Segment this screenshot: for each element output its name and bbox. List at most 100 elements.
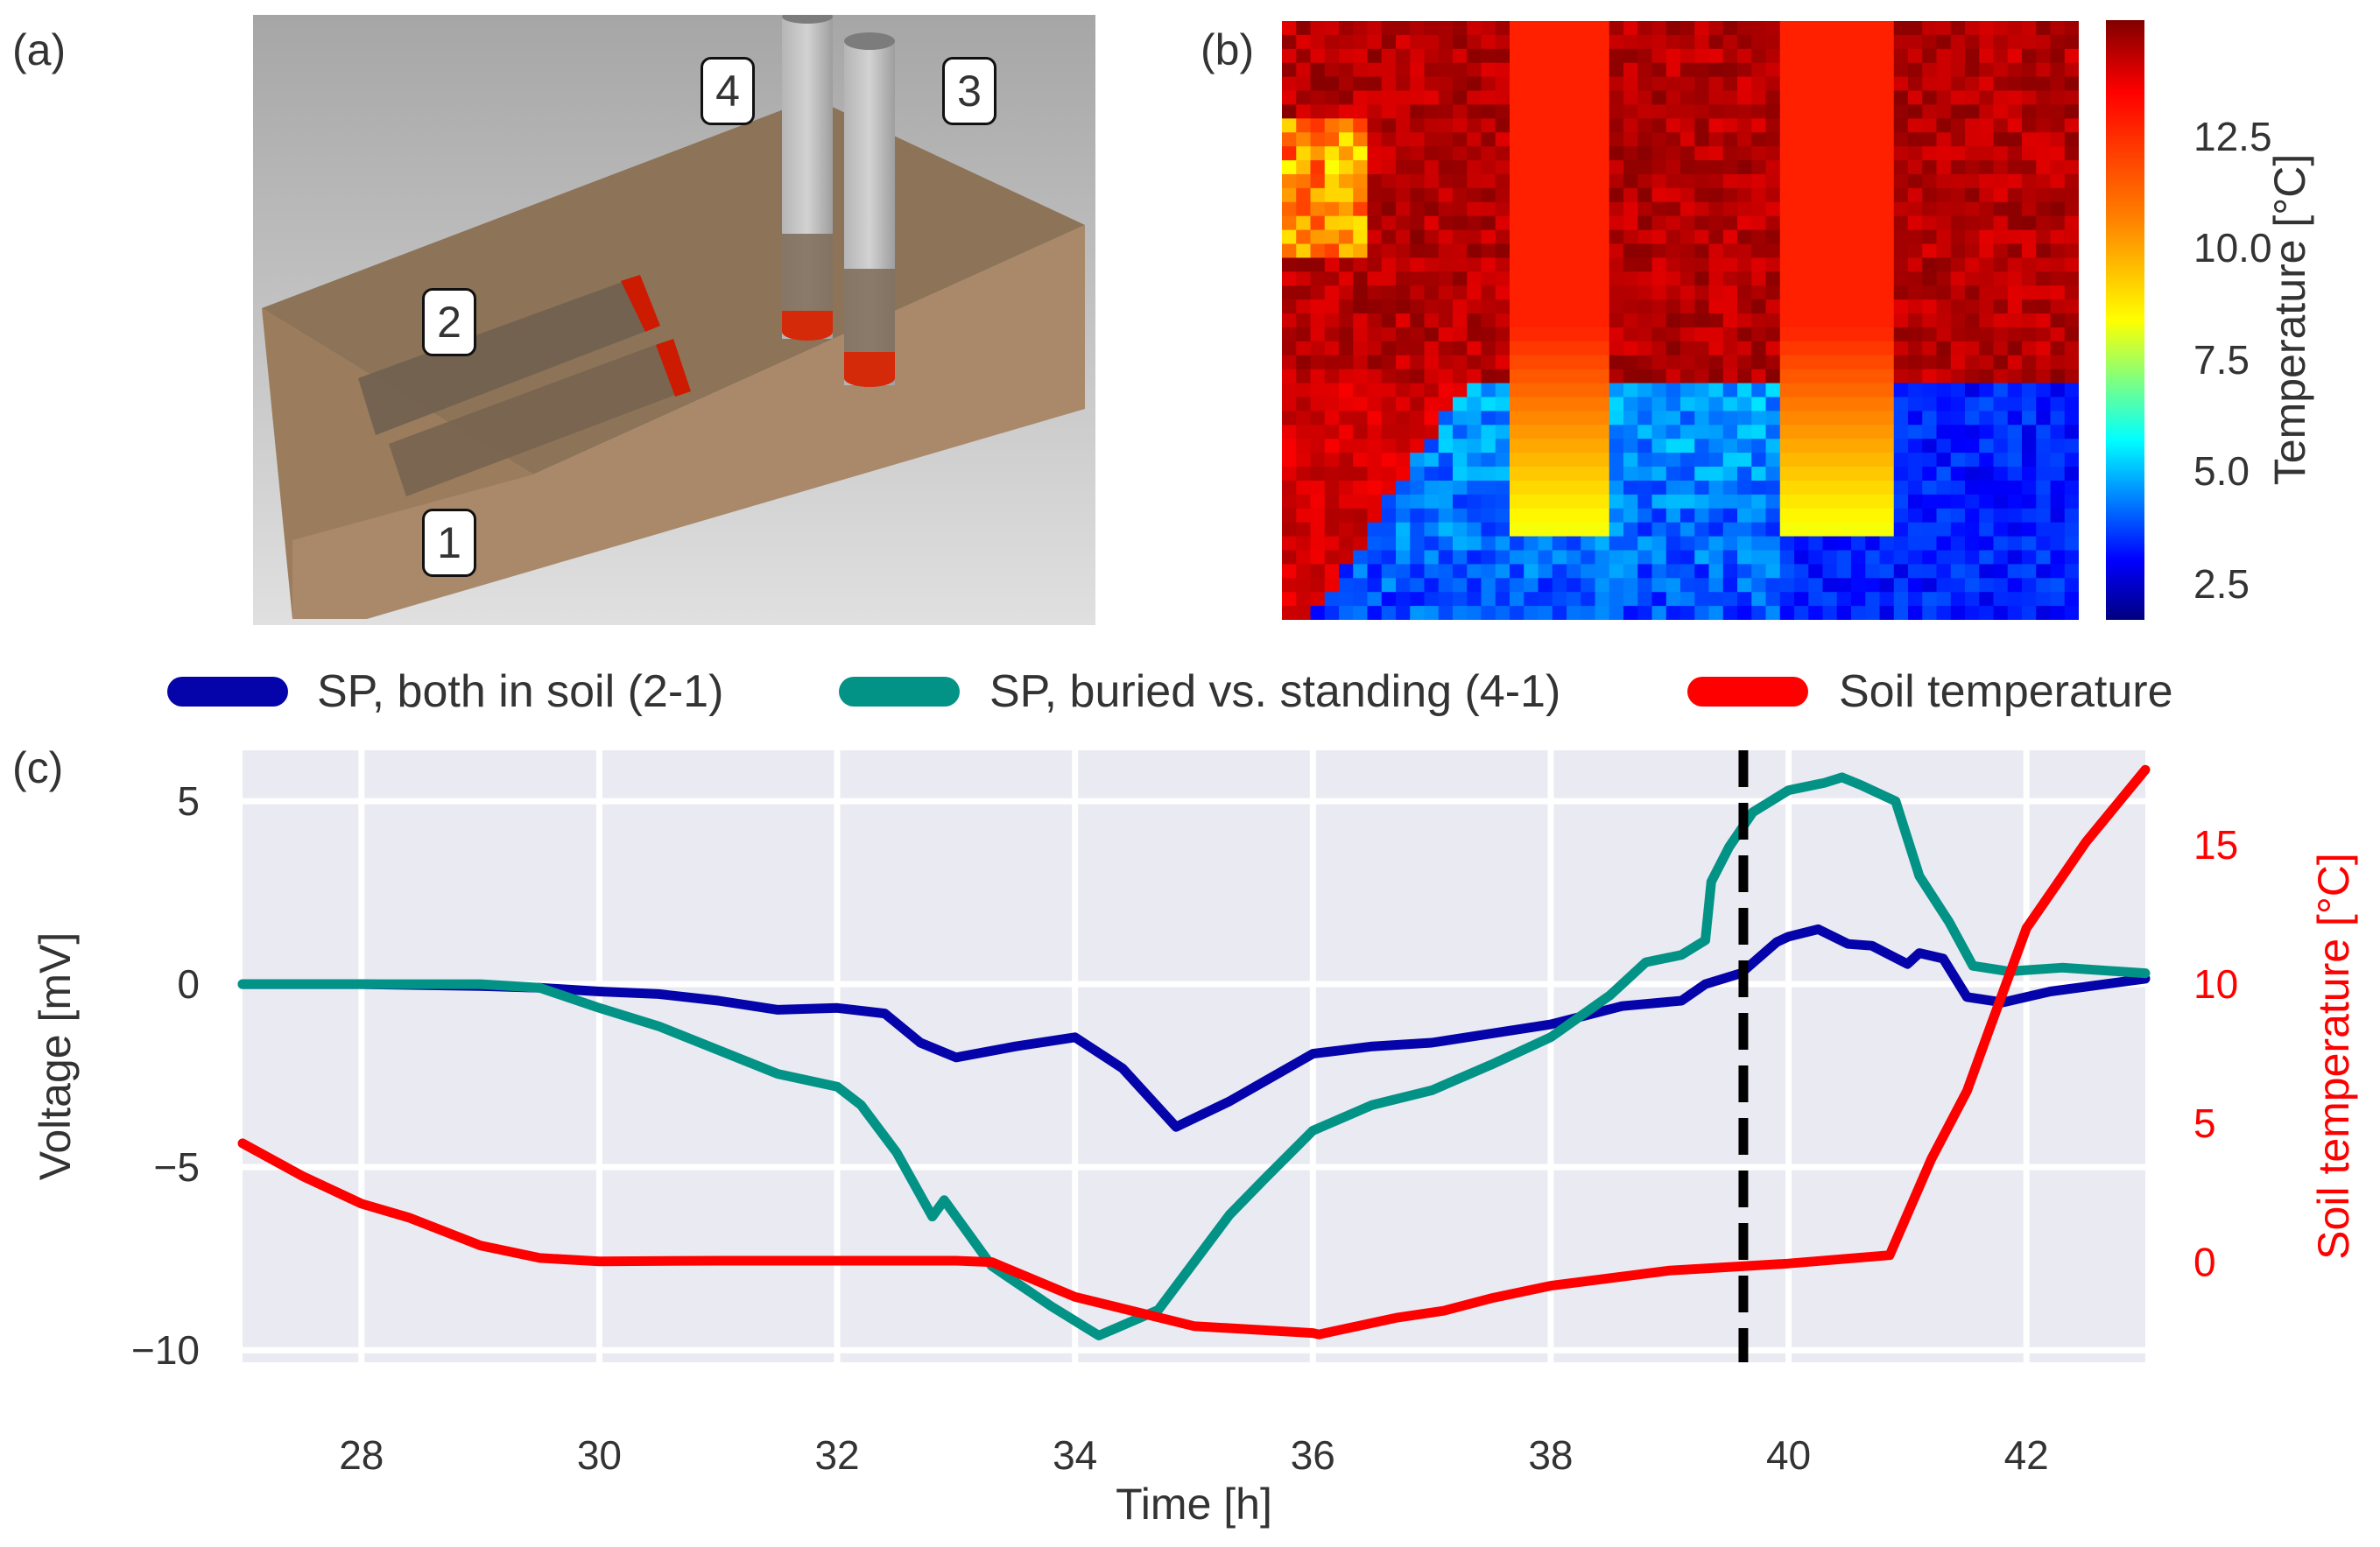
heatmap-cell: [1567, 229, 1581, 245]
heatmap-cell: [1851, 564, 1866, 579]
heatmap-cell: [1595, 160, 1610, 175]
heatmap-cell: [1567, 160, 1581, 175]
colorbar-tick: 12.5: [2193, 114, 2272, 159]
heatmap-cell: [1282, 215, 1297, 231]
heatmap-cell: [1822, 104, 1838, 119]
heatmap-cell: [1510, 592, 1524, 607]
heatmap-cell: [1779, 425, 1795, 439]
heatmap-cell: [1722, 355, 1738, 370]
heatmap-cell: [1993, 187, 2009, 203]
heatmap-cell: [1510, 578, 1524, 593]
heatmap-cell: [1979, 369, 1995, 384]
heatmap-cell: [1453, 285, 1468, 300]
heatmap-cell: [1481, 578, 1496, 593]
heatmap-cell: [1694, 62, 1710, 78]
heatmap-cell: [1893, 522, 1909, 538]
heatmap-cell: [1893, 341, 1909, 356]
heatmap-cell: [1822, 173, 1838, 189]
heatmap-cell: [1438, 341, 1454, 356]
heatmap-cell: [1950, 201, 1966, 217]
heatmap-cell: [1367, 578, 1383, 593]
heatmap-cell: [1979, 104, 1995, 119]
heatmap-cell: [2050, 467, 2066, 482]
heatmap-cell: [1495, 21, 1510, 36]
heatmap-cell: [1737, 285, 1752, 300]
heatmap-cell: [1495, 439, 1510, 454]
heatmap-cell: [1965, 564, 1980, 579]
heatmap-cell: [1865, 257, 1881, 272]
x-tick-label: 34: [1053, 1432, 1097, 1478]
heatmap-cell: [1680, 411, 1695, 425]
heatmap-cell: [1623, 564, 1638, 579]
heatmap-cell: [2036, 215, 2052, 231]
heatmap-cell: [1339, 439, 1354, 454]
heatmap-cell: [1453, 215, 1468, 231]
heatmap-cell: [1950, 285, 1966, 300]
heatmap-cell: [1936, 243, 1952, 259]
heatmap-cell: [1779, 592, 1795, 607]
heatmap-cell: [1765, 285, 1781, 300]
heatmap-cell: [1538, 118, 1553, 133]
heatmap-cell: [1794, 439, 1809, 454]
heatmap-cell: [2036, 229, 2052, 245]
heatmap-cell: [1481, 215, 1496, 231]
heatmap-cell: [1922, 425, 1938, 439]
heatmap-cell: [1722, 578, 1738, 593]
heatmap-cell: [1339, 355, 1354, 370]
heatmap-cell: [1665, 467, 1681, 482]
heatmap-cell: [1908, 425, 1923, 439]
heatmap-cell: [1922, 285, 1938, 300]
heatmap-cell: [1979, 494, 1995, 510]
heatmap-cell: [1922, 299, 1938, 314]
heatmap-cell: [1310, 215, 1326, 231]
heatmap-cell: [1922, 76, 1938, 92]
heatmap-cell: [1950, 522, 1966, 538]
heatmap-cell: [2064, 536, 2079, 552]
heatmap-cell: [1851, 21, 1866, 36]
heatmap-cell: [1538, 355, 1553, 370]
heatmap-cell: [1950, 606, 1966, 620]
heatmap-cell: [1609, 341, 1624, 356]
heatmap-cell: [2007, 285, 2023, 300]
heatmap-cell: [1822, 453, 1838, 468]
heatmap-cell: [1396, 341, 1411, 356]
heatmap-cell: [1637, 229, 1653, 245]
heatmap-cell: [1424, 536, 1440, 552]
heatmap-cell: [1453, 397, 1468, 411]
colorbar-tick: 2.5: [2193, 561, 2250, 607]
heatmap-cell: [1609, 299, 1624, 314]
heatmap-cell: [2007, 327, 2023, 342]
heatmap-cell: [1367, 494, 1383, 510]
heatmap-cell: [1665, 550, 1681, 565]
heatmap-cell: [1567, 383, 1581, 398]
heatmap-cell: [1396, 522, 1411, 538]
heatmap-cell: [1510, 299, 1524, 314]
heatmap-cell: [2064, 229, 2079, 245]
heatmap-cell: [1694, 453, 1710, 468]
heatmap-cell: [1410, 229, 1426, 245]
heatmap-cell: [1865, 160, 1881, 175]
heatmap-cell: [1779, 201, 1795, 217]
heatmap-cell: [1950, 467, 1966, 482]
heatmap-cell: [1438, 34, 1454, 50]
heatmap-cell: [1623, 229, 1638, 245]
heatmap-cell: [1879, 522, 1895, 538]
heatmap-cell: [1965, 76, 1980, 92]
heatmap-cell: [1282, 480, 1297, 496]
heatmap-cell: [1993, 299, 2009, 314]
heatmap-cell: [1339, 425, 1354, 439]
heatmap-cell: [1751, 76, 1767, 92]
heatmap-cell: [2050, 243, 2066, 259]
heatmap-cell: [1822, 355, 1838, 370]
heatmap-cell: [1836, 104, 1852, 119]
heatmap-cell: [1438, 21, 1454, 36]
heatmap-cell: [1751, 146, 1767, 161]
heatmap-cell: [1665, 480, 1681, 496]
electrode-label-2: 2: [422, 288, 476, 356]
heatmap-cell: [1993, 173, 2009, 189]
heatmap-cell: [1453, 187, 1468, 203]
heatmap-cell: [1665, 104, 1681, 119]
heatmap-cell: [1495, 146, 1510, 161]
heatmap-cell: [1367, 564, 1383, 579]
heatmap-cell: [1922, 62, 1938, 78]
